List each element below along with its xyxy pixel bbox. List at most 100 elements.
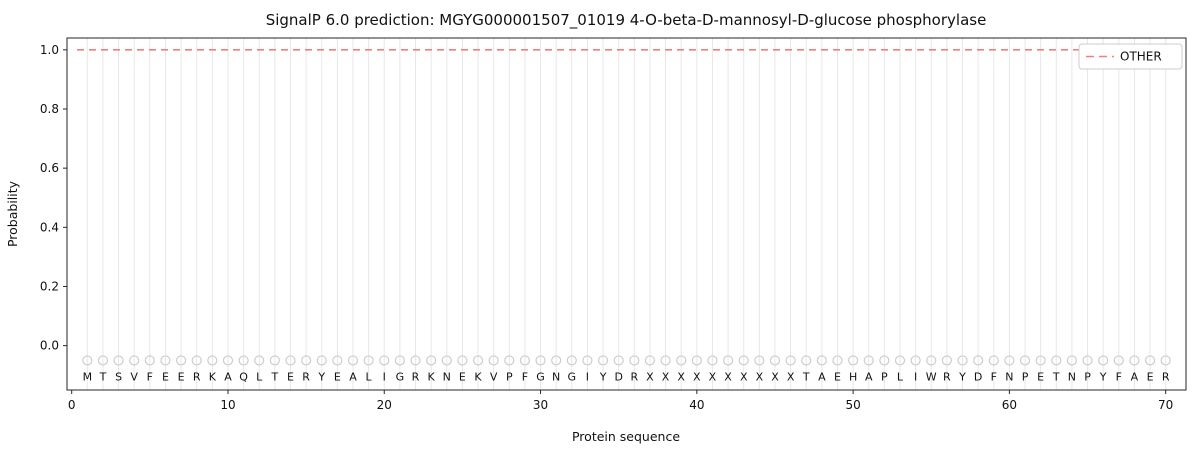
residue-marker <box>707 355 718 366</box>
x-tick-label: 40 <box>689 398 704 412</box>
residue-letter: X <box>771 371 779 384</box>
residue-letter: E <box>459 371 466 384</box>
residue-marker <box>97 355 109 366</box>
legend: OTHER <box>1078 43 1183 70</box>
residue-letter: E <box>834 371 841 384</box>
residue-marker <box>754 355 765 366</box>
residue-letter: P <box>1084 371 1091 384</box>
residue-marker <box>863 355 874 366</box>
residue-letter: T <box>802 371 810 384</box>
residue-marker <box>113 355 124 366</box>
residue-letter: T <box>1052 371 1060 384</box>
residue-marker <box>504 355 515 366</box>
residue-marker <box>644 355 656 366</box>
residue-marker <box>1004 355 1015 366</box>
residue-marker <box>426 355 437 366</box>
residue-marker <box>472 355 484 366</box>
residue-letter: M <box>83 371 93 384</box>
residue-marker <box>1129 355 1140 366</box>
residue-letter: W <box>926 371 937 384</box>
residue-marker <box>910 355 921 366</box>
residue-marker <box>441 355 452 366</box>
residue-letter: X <box>724 371 732 384</box>
residue-letter: V <box>490 371 498 384</box>
residue-marker <box>535 355 546 366</box>
residue-letter: T <box>99 371 107 384</box>
residue-letter: P <box>881 371 888 384</box>
residue-marker <box>597 355 609 366</box>
residue-marker <box>551 355 562 366</box>
x-tick-label: 50 <box>845 398 860 412</box>
residue-letter: N <box>552 371 560 384</box>
residue-letter: E <box>178 371 185 384</box>
residue-marker <box>394 355 405 366</box>
residue-letter: S <box>115 371 122 384</box>
residue-letter: I <box>586 371 589 384</box>
x-tick-label: 0 <box>68 398 76 412</box>
residue-letter: R <box>1162 371 1170 384</box>
residue-letter: A <box>224 371 232 384</box>
residue-letter: E <box>287 371 294 384</box>
residue-letter: A <box>818 371 826 384</box>
residue-letter: Y <box>317 371 325 384</box>
residue-letter: D <box>974 371 982 384</box>
residue-letter: E <box>1147 371 1154 384</box>
legend-label: OTHER <box>1120 50 1162 64</box>
residue-letter: X <box>693 371 701 384</box>
x-tick-label: 20 <box>377 398 392 412</box>
residue-letter: R <box>630 371 638 384</box>
residue-marker <box>566 355 577 366</box>
residue-marker <box>816 355 827 366</box>
y-tick-label: 1.0 <box>40 43 59 57</box>
residue-letter: Y <box>1099 371 1107 384</box>
residue-marker <box>191 355 202 366</box>
residue-marker <box>144 355 155 366</box>
residue-letter: I <box>914 371 917 384</box>
residue-letter: N <box>1068 371 1076 384</box>
residue-letter: L <box>256 371 263 384</box>
residue-marker <box>488 355 499 366</box>
residue-letter: P <box>1022 371 1029 384</box>
legend-box <box>1078 43 1183 70</box>
residue-marker <box>1019 355 1031 366</box>
y-tick-label: 0.0 <box>40 339 59 353</box>
residue-marker <box>285 355 296 366</box>
x-axis-label: Protein sequence <box>572 429 680 444</box>
residue-marker <box>926 355 937 366</box>
residue-marker <box>457 355 468 366</box>
residue-marker <box>332 355 343 366</box>
residue-marker <box>1160 355 1171 366</box>
residue-letter: K <box>428 371 436 384</box>
residue-letter: L <box>366 371 373 384</box>
residue-marker <box>1098 355 1109 366</box>
y-tick-label: 0.6 <box>40 161 59 175</box>
y-tick-label: 0.8 <box>40 102 59 116</box>
residue-marker <box>1066 355 1078 366</box>
residue-marker <box>1144 355 1156 366</box>
ticks-layer: 0 10 20 30 40 50 60 70 0.0 0.2 0.4 0.6 0.8 1.0 <box>40 43 1173 412</box>
residue-letter: I <box>383 371 386 384</box>
residue-letter: E <box>334 371 341 384</box>
residue-marker <box>363 355 374 366</box>
residue-marker <box>1082 355 1093 366</box>
residue-letter: F <box>147 371 153 384</box>
residue-marker <box>1035 355 1046 366</box>
residue-letter: V <box>130 371 138 384</box>
residue-marker <box>129 355 140 366</box>
residue-marker <box>738 355 749 366</box>
residue-letter: X <box>709 371 717 384</box>
residue-letter: F <box>991 371 997 384</box>
residue-marker <box>613 355 624 366</box>
y-tick-label: 0.4 <box>40 220 59 234</box>
residue-marker <box>973 355 984 366</box>
residue-letter: R <box>193 371 201 384</box>
residue-marker <box>722 355 734 366</box>
residue-marker <box>269 355 280 366</box>
y-tick-label: 0.2 <box>40 279 59 293</box>
residue-letter: X <box>787 371 795 384</box>
residue-marker <box>957 355 968 366</box>
residue-letter: N <box>443 371 451 384</box>
residue-marker <box>347 355 359 366</box>
residue-marker <box>629 355 640 366</box>
